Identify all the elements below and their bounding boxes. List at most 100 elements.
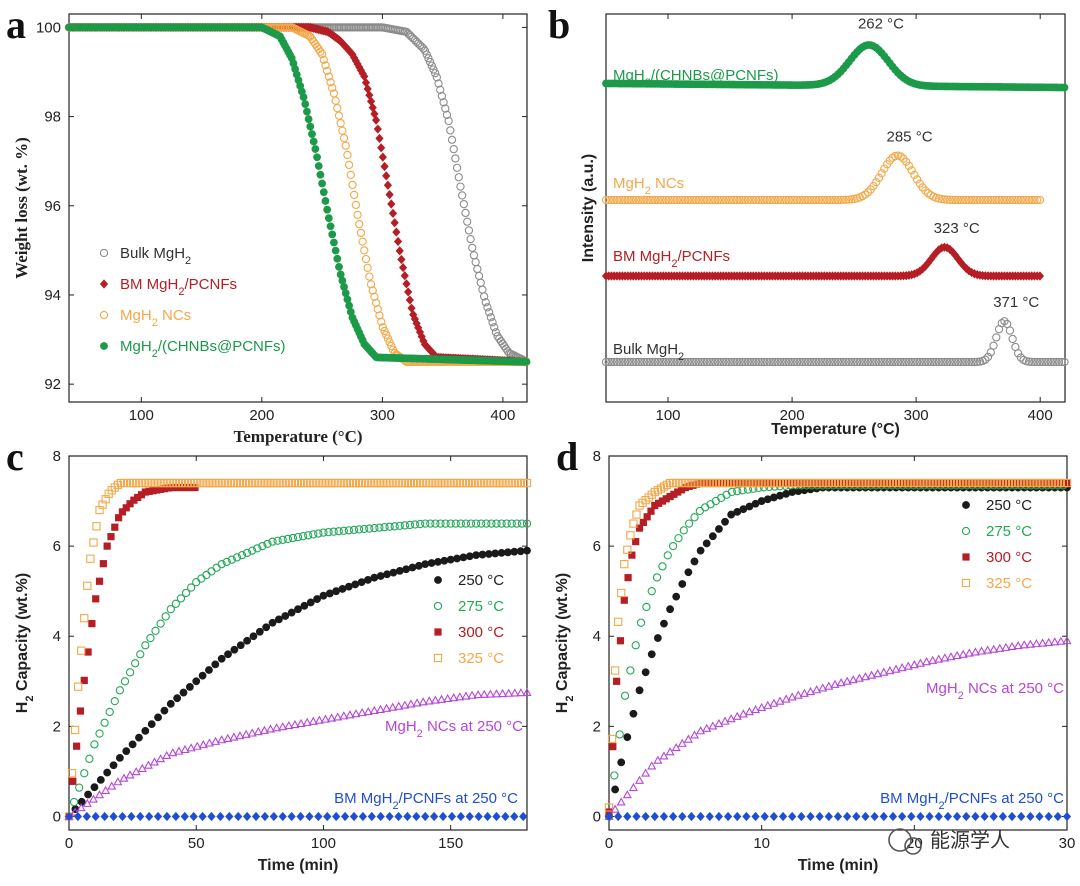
data-point <box>370 109 379 119</box>
data-point <box>959 195 968 205</box>
data-point <box>510 811 519 822</box>
data-point <box>306 122 315 131</box>
data-point <box>833 811 843 822</box>
data-point <box>415 519 425 529</box>
data-point <box>236 641 245 650</box>
data-point <box>522 687 532 696</box>
data-point <box>1007 641 1017 651</box>
data-point <box>628 551 636 559</box>
data-point <box>629 357 638 367</box>
data-point <box>702 195 712 205</box>
data-point <box>185 683 194 691</box>
data-point <box>1005 195 1015 205</box>
data-point <box>642 195 652 205</box>
data-point <box>101 785 111 794</box>
data-point <box>438 811 448 822</box>
data-point <box>128 740 137 749</box>
legend-marker <box>962 553 970 561</box>
data-point <box>738 195 747 205</box>
data-point <box>84 648 92 656</box>
peak-label: 371 °C <box>993 294 1039 311</box>
series-2 <box>65 483 199 821</box>
data-point <box>76 707 85 715</box>
data-point <box>126 500 134 508</box>
data-point <box>686 195 695 205</box>
data-point <box>490 323 499 332</box>
data-point <box>478 285 487 294</box>
data-point <box>872 479 880 487</box>
data-point <box>650 357 660 367</box>
data-point <box>612 357 622 367</box>
data-point <box>643 513 651 521</box>
data-point <box>456 519 465 528</box>
legend-marker <box>99 310 109 320</box>
data-point <box>986 195 995 205</box>
data-point <box>795 357 804 367</box>
data-point <box>803 357 813 367</box>
data-point <box>792 195 802 205</box>
data-point <box>95 577 104 585</box>
data-point <box>259 725 269 734</box>
data-point <box>799 688 809 697</box>
data-point <box>672 195 682 205</box>
data-point <box>626 531 635 540</box>
data-point <box>732 357 742 367</box>
data-point <box>360 71 369 82</box>
data-point <box>760 357 769 367</box>
series-0 <box>65 546 531 821</box>
data-point <box>77 646 86 655</box>
data-point <box>750 479 758 487</box>
data-point <box>392 227 401 237</box>
data-point <box>346 170 355 180</box>
data-point <box>309 137 318 146</box>
data-point <box>85 754 94 763</box>
data-point <box>160 485 169 493</box>
data-point <box>716 195 725 205</box>
data-point <box>355 62 364 72</box>
data-point <box>697 357 706 367</box>
data-point <box>751 704 761 714</box>
data-point <box>217 735 227 744</box>
data-point <box>664 357 673 367</box>
data-point <box>962 357 971 367</box>
peak-label: 285 °C <box>887 129 933 146</box>
data-point <box>706 500 715 509</box>
data-point <box>891 357 900 367</box>
data-point <box>607 734 617 744</box>
data-point <box>940 357 949 367</box>
data-point <box>173 694 182 703</box>
data-point <box>981 355 990 364</box>
data-point <box>964 479 972 487</box>
x-tick-label: 200 <box>780 407 805 424</box>
data-point <box>397 254 406 265</box>
data-point <box>168 748 178 757</box>
wechat-icon <box>888 828 912 852</box>
data-point <box>1052 357 1061 367</box>
data-point <box>390 522 399 531</box>
data-point <box>916 811 925 822</box>
data-point <box>705 811 714 822</box>
data-point <box>299 93 308 102</box>
annotation-bm: BM MgH2/PCNFs at 250 °C <box>334 790 518 812</box>
data-point <box>179 483 188 492</box>
data-point <box>842 195 851 204</box>
data-point <box>465 552 474 561</box>
data-point <box>787 692 797 701</box>
data-point <box>350 53 359 63</box>
data-point <box>136 811 145 822</box>
data-point <box>754 357 763 367</box>
data-point <box>891 151 900 161</box>
data-point <box>408 563 417 572</box>
data-point <box>623 811 632 822</box>
data-point <box>479 292 489 301</box>
data-point <box>474 271 484 281</box>
data-point <box>86 554 95 563</box>
data-point <box>422 50 431 59</box>
data-point <box>733 811 742 822</box>
data-point <box>278 535 287 544</box>
legend-entry: 325 °C <box>458 650 504 667</box>
data-point <box>360 246 369 255</box>
data-point <box>757 195 766 205</box>
data-point <box>442 110 452 119</box>
data-point <box>400 271 409 281</box>
